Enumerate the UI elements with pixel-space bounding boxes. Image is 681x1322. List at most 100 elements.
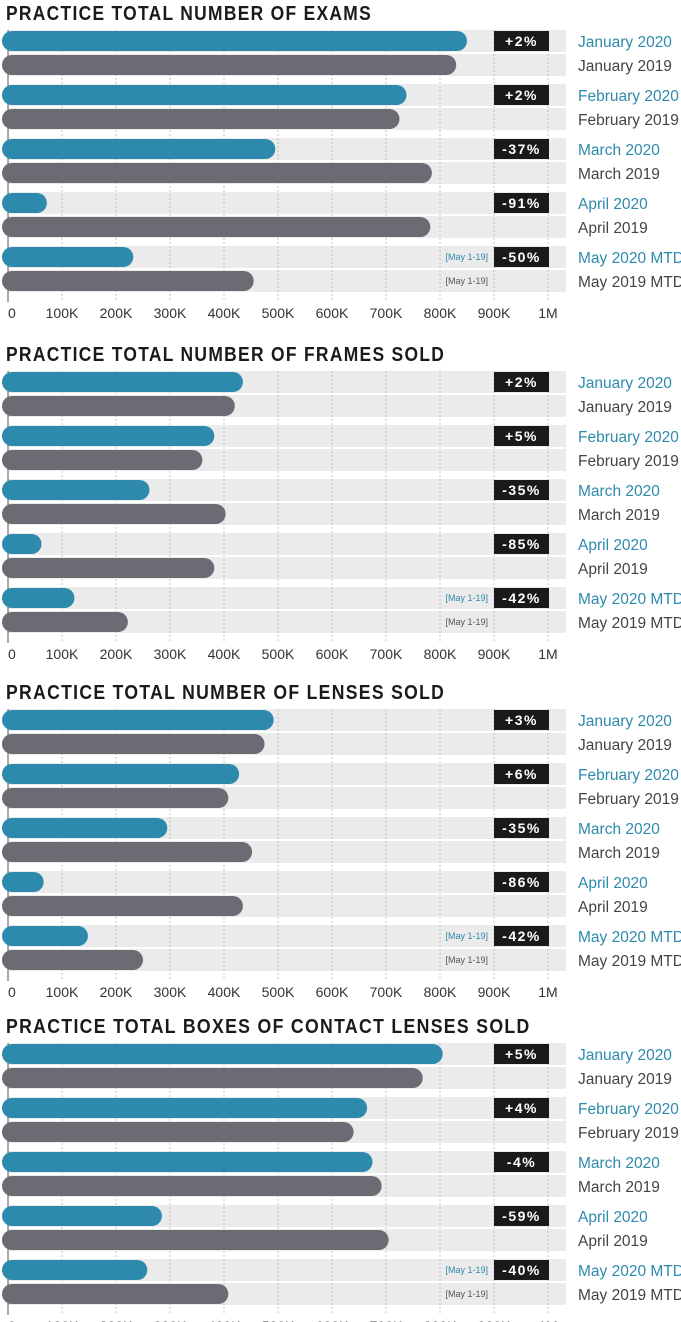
chart3-bar-2020-february (2, 764, 240, 784)
chart1-bar-2019-february (2, 109, 400, 129)
chart4-bar-2020-march (2, 1152, 373, 1172)
chart4-tick-label: 500K (262, 1318, 295, 1322)
chart3-bar-2020-january (2, 710, 274, 730)
chart3-label-2019: January 2019 (578, 737, 672, 754)
chart1-tick-label: 800K (424, 305, 457, 321)
chart1-tick-label: 1M (538, 305, 557, 321)
chart2-bar-2020-may (2, 588, 75, 608)
chart3-bar-2019-may (2, 950, 143, 970)
chart2-tick-label: 1M (538, 646, 557, 662)
chart3-tick-label: 100K (46, 984, 79, 1000)
chart1-label-2019: January 2019 (578, 58, 672, 75)
chart2-tick-label: 400K (208, 646, 241, 662)
chart3-change-label: -35% (502, 820, 541, 836)
chart3-title: PRACTICE TOTAL NUMBER OF LENSES SOLD (6, 682, 445, 704)
chart3-bar-2019-march (2, 842, 253, 862)
chart2-bar-2020-february (2, 426, 215, 446)
chart2-label-2019: February 2019 (578, 453, 679, 470)
chart4-change-label: +4% (505, 1100, 538, 1116)
chart2-label-2019: March 2019 (578, 507, 660, 524)
chart2-note-2019: [May 1-19] (445, 617, 488, 627)
chart1-change-badge (494, 193, 549, 213)
chart3-bar-2019-february (2, 788, 229, 808)
chart1-bar-2019-march (2, 163, 432, 183)
chart3-tick-label: 500K (262, 984, 295, 1000)
chart3-tick-label: 900K (478, 984, 511, 1000)
chart2-label-2020: March 2020 (578, 483, 660, 500)
chart3-tick-label: 300K (154, 984, 187, 1000)
chart1-bar-2019-april (2, 217, 431, 237)
chart4-title: PRACTICE TOTAL BOXES OF CONTACT LENSES S… (6, 1016, 531, 1038)
chart2-bar-2019-february (2, 450, 203, 470)
chart2-change-label: -42% (502, 590, 541, 606)
chart1-label-2019: February 2019 (578, 112, 679, 129)
chart3-change-label: -86% (502, 874, 541, 890)
chart4-bar-2019-april (2, 1230, 389, 1250)
chart3-bar-2019-april (2, 896, 243, 916)
chart3-change-badge (494, 872, 549, 892)
chart2-bar-2019-may (2, 612, 128, 632)
chart1-bar-2019-may (2, 271, 254, 291)
chart3-bar-2020-march (2, 818, 168, 838)
chart2-change-label: -35% (502, 482, 541, 498)
chart2-change-label: -85% (502, 536, 541, 552)
chart4-bar-2019-may (2, 1284, 229, 1304)
chart3-change-badge (494, 818, 549, 838)
chart2-title: PRACTICE TOTAL NUMBER OF FRAMES SOLD (6, 344, 445, 366)
chart4-change-badge (494, 1098, 549, 1118)
chart4-tick-label: 700K (370, 1318, 403, 1322)
chart4-change-label: -4% (507, 1154, 536, 1170)
chart2-change-badge (494, 480, 549, 500)
chart1-change-label: +2% (505, 87, 538, 103)
chart1-change-label: -50% (502, 249, 541, 265)
chart2-band-2019 (8, 611, 566, 633)
chart1-tick-label: 900K (478, 305, 511, 321)
chart3-band-2020 (8, 871, 566, 893)
chart2-note-2020: [May 1-19] (445, 593, 488, 603)
chart3-label-2020: January 2020 (578, 713, 672, 730)
chart4-bar-2020-january (2, 1044, 443, 1064)
chart4-tick-label: 400K (208, 1318, 241, 1322)
chart2-tick-label: 500K (262, 646, 295, 662)
chart1-title: PRACTICE TOTAL NUMBER OF EXAMS (6, 3, 372, 25)
chart4-band-2020 (8, 1259, 566, 1281)
chart1-tick-label: 400K (208, 305, 241, 321)
chart4-label-2020: May 2020 MTD (578, 1263, 681, 1280)
chart4-change-label: -59% (502, 1208, 541, 1224)
chart2-bar-2019-april (2, 558, 215, 578)
chart2-band-2020 (8, 533, 566, 555)
chart1-label-2019: April 2019 (578, 220, 648, 237)
chart1-label-2020: February 2020 (578, 88, 679, 105)
chart4-bar-2020-may (2, 1260, 148, 1280)
chart2-tick-label: 900K (478, 646, 511, 662)
chart3-label-2019: April 2019 (578, 899, 648, 916)
chart3-tick-label: 1M (538, 984, 557, 1000)
chart4-tick-label: 300K (154, 1318, 187, 1322)
chart3-tick-label: 600K (316, 984, 349, 1000)
chart3-label-2019: May 2019 MTD (578, 953, 681, 970)
chart1-tick-label: 100K (46, 305, 79, 321)
chart4-label-2020: March 2020 (578, 1155, 660, 1172)
chart2-change-label: +2% (505, 374, 538, 390)
chart1-change-badge (494, 247, 549, 267)
chart4-label-2019: March 2019 (578, 1179, 660, 1196)
chart1-label-2020: April 2020 (578, 196, 648, 213)
chart4-bar-2019-january (2, 1068, 423, 1088)
chart1-tick-label: 500K (262, 305, 295, 321)
chart4-change-badge (494, 1260, 549, 1280)
chart4-label-2019: January 2019 (578, 1071, 672, 1088)
chart3-band-2020 (8, 925, 566, 947)
chart3-tick-label: 0 (8, 984, 16, 1000)
chart3-tick-label: 400K (208, 984, 241, 1000)
chart3-change-badge (494, 710, 549, 730)
chart2-change-badge (494, 588, 549, 608)
chart2-label-2020: February 2020 (578, 429, 679, 446)
chart4-change-badge (494, 1206, 549, 1226)
chart4-note-2020: [May 1-19] (445, 1265, 488, 1275)
chart2-label-2020: May 2020 MTD (578, 591, 681, 608)
chart4-bar-2020-february (2, 1098, 368, 1118)
chart4-tick-label: 200K (100, 1318, 133, 1322)
chart1-note-2020: [May 1-19] (445, 252, 488, 262)
chart2-change-badge (494, 534, 549, 554)
